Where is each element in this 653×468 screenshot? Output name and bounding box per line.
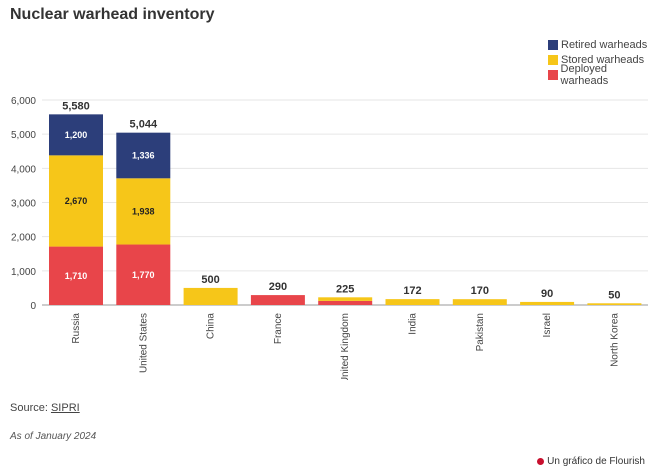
x-category-label: India — [408, 313, 419, 335]
x-category-label: France — [273, 313, 284, 345]
bar-segment — [452, 299, 507, 305]
bar-segment — [587, 303, 642, 305]
total-label: 172 — [403, 285, 421, 297]
y-tick-label: 3,000 — [11, 199, 36, 210]
total-label: 290 — [269, 281, 287, 293]
segment-label: 1,710 — [65, 271, 88, 281]
x-category-label: United Kingdom — [340, 313, 351, 380]
legend: Retired warheads Stored warheads Deploye… — [548, 37, 653, 87]
total-label: 50 — [608, 289, 620, 301]
y-tick-label: 5,000 — [11, 130, 36, 141]
bar-segment — [318, 300, 373, 305]
bar-segment — [116, 132, 171, 179]
bar-segment — [116, 244, 171, 305]
bar-segment — [183, 287, 238, 305]
total-label: 170 — [471, 285, 489, 297]
total-label: 90 — [541, 288, 553, 300]
legend-swatch-retired — [548, 39, 558, 50]
x-category-label: Israel — [542, 313, 553, 337]
y-tick-label: 2,000 — [11, 233, 36, 244]
total-label: 5,580 — [62, 100, 90, 112]
x-category-label: China — [206, 313, 217, 340]
bar-segment — [250, 295, 305, 305]
legend-label-deployed: Deployed warheads — [560, 62, 609, 87]
legend-item-retired[interactable]: Retired warheads — [548, 37, 653, 52]
segment-label: 2,670 — [65, 196, 88, 206]
total-label: 225 — [336, 283, 354, 295]
x-category-label: Pakistan — [475, 313, 486, 351]
bar-chart: 0 1,000 2,000 3,000 4,000 5,000 6,000 1,710 2,67… — [11, 96, 648, 380]
bar-segment — [116, 178, 171, 245]
legend-label-stored: Stored warheads — [561, 53, 645, 66]
bar-segment — [49, 114, 103, 156]
x-category-label: United States — [138, 313, 149, 373]
segment-label: 1,336 — [132, 150, 155, 160]
legend-item-stored[interactable]: Stored warheads — [548, 52, 653, 67]
y-tick-label: 1,000 — [11, 267, 36, 278]
total-label: 500 — [201, 274, 219, 286]
flourish-logo-icon — [537, 458, 545, 465]
flourish-credit[interactable]: Un gráfico de Flourish — [537, 456, 645, 467]
bar-segment — [385, 299, 440, 305]
x-category-label: Russia — [71, 313, 82, 344]
legend-label-retired: Retired warheads — [561, 38, 648, 51]
bar-segment — [49, 155, 103, 247]
segment-label: 1,938 — [132, 206, 155, 216]
y-tick-label: 6,000 — [11, 96, 36, 107]
credit-text: Un gráfico de Flourish — [547, 456, 645, 467]
date-note: As of January 2024 — [10, 431, 97, 442]
bar-segment — [49, 246, 103, 305]
legend-swatch-stored — [548, 54, 558, 65]
x-category-label: North Korea — [609, 313, 620, 367]
source-prefix: Source: — [10, 402, 51, 414]
total-label: 5,044 — [130, 119, 158, 131]
source-line: Source: SIPRI — [10, 402, 80, 414]
segment-label: 1,770 — [132, 270, 155, 280]
chart-title: Nuclear warhead inventory — [10, 6, 215, 23]
y-tick-label: 4,000 — [11, 164, 36, 175]
bar-segment — [318, 297, 373, 301]
y-tick-label: 0 — [30, 301, 36, 312]
legend-item-deployed[interactable]: Deployed warheads — [548, 63, 653, 87]
bar-segment — [520, 301, 575, 305]
source-link[interactable]: SIPRI — [50, 402, 80, 414]
legend-swatch-deployed — [548, 69, 558, 80]
segment-label: 1,200 — [65, 130, 88, 140]
